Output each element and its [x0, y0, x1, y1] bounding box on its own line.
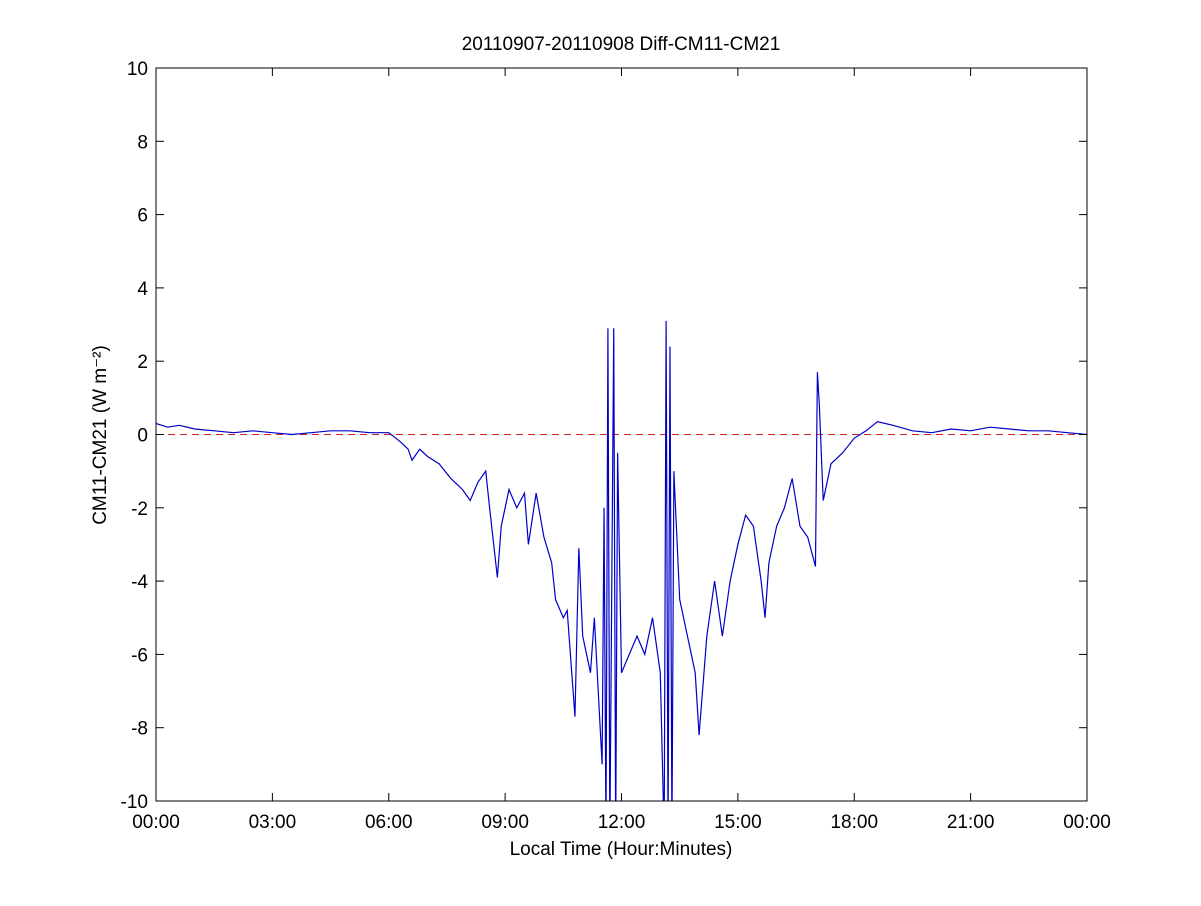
y-tick-label: -4 [131, 572, 148, 593]
y-tick-label: 10 [127, 59, 148, 80]
y-tick-label: -10 [121, 792, 148, 813]
y-tick-label: -8 [131, 719, 148, 740]
y-axis-label: CM11-CM21 (W m⁻²) [90, 345, 111, 525]
y-tick-label: 2 [137, 352, 148, 373]
x-tick-label: 18:00 [830, 812, 878, 833]
plot-area [156, 320, 1087, 801]
x-tick-label: 21:00 [947, 812, 995, 833]
y-tick-label: 4 [137, 279, 148, 300]
chart-title: 20110907-20110908 Diff-CM11-CM21 [462, 34, 781, 55]
x-tick-label: 12:00 [598, 812, 646, 833]
x-tick-label: 06:00 [365, 812, 413, 833]
y-tick-label: 6 [137, 206, 148, 227]
x-tick-label: 03:00 [249, 812, 297, 833]
x-tick-label: 00:00 [1063, 812, 1111, 833]
y-tick-label: -6 [131, 645, 148, 666]
y-tick-label: -2 [131, 499, 148, 520]
x-tick-label: 00:00 [132, 812, 180, 833]
data-line [156, 320, 1087, 801]
x-tick-label: 09:00 [481, 812, 529, 833]
y-tick-label: 8 [137, 132, 148, 153]
x-tick-label: 15:00 [714, 812, 762, 833]
y-tick-label: 0 [137, 426, 148, 447]
x-axis-label: Local Time (Hour:Minutes) [510, 839, 733, 860]
